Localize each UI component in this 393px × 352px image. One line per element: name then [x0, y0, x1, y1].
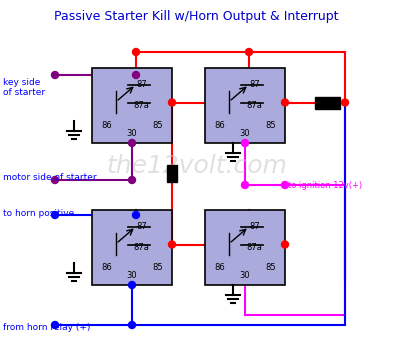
Text: key side
of starter: key side of starter: [3, 78, 45, 98]
Bar: [205, 210, 285, 285]
Text: 87a: 87a: [247, 243, 263, 252]
Text: 86: 86: [101, 263, 112, 271]
Circle shape: [129, 321, 136, 328]
Text: to horn positive: to horn positive: [3, 208, 74, 218]
Text: the12volt.com: the12volt.com: [106, 154, 287, 178]
Text: 85: 85: [265, 263, 276, 271]
Text: 85: 85: [265, 120, 276, 130]
Text: motor side of starter: motor side of starter: [3, 172, 97, 182]
Circle shape: [132, 212, 140, 219]
Text: 30: 30: [127, 271, 137, 281]
Text: 87a: 87a: [134, 101, 150, 110]
Circle shape: [51, 176, 59, 183]
Text: 86: 86: [101, 120, 112, 130]
Text: 85: 85: [152, 263, 163, 271]
Text: 86: 86: [214, 120, 225, 130]
Text: from horn relay (+): from horn relay (+): [3, 323, 90, 333]
Text: 30: 30: [127, 130, 137, 138]
Bar: [315, 96, 340, 108]
Circle shape: [169, 241, 176, 248]
Text: 87a: 87a: [134, 243, 150, 252]
Circle shape: [281, 182, 288, 189]
Bar: [92, 210, 172, 285]
Bar: [92, 68, 172, 143]
Text: 87: 87: [136, 80, 147, 89]
Text: Passive Starter Kill w/Horn Output & Interrupt: Passive Starter Kill w/Horn Output & Int…: [54, 10, 339, 23]
Text: 30: 30: [240, 271, 250, 281]
Text: 85: 85: [152, 120, 163, 130]
Text: 30: 30: [240, 130, 250, 138]
Text: to ignition 12v(+): to ignition 12v(+): [288, 181, 362, 189]
Circle shape: [281, 99, 288, 106]
Text: 87a: 87a: [247, 101, 263, 110]
Text: 86: 86: [214, 263, 225, 271]
Circle shape: [242, 182, 248, 189]
Circle shape: [242, 139, 248, 146]
Circle shape: [51, 212, 59, 219]
Circle shape: [246, 49, 252, 56]
Circle shape: [129, 139, 136, 146]
Bar: [205, 68, 285, 143]
Circle shape: [342, 99, 349, 106]
Text: 87: 87: [249, 222, 260, 231]
Circle shape: [132, 49, 140, 56]
Circle shape: [51, 321, 59, 328]
Text: 87: 87: [249, 80, 260, 89]
Bar: [167, 165, 177, 182]
Circle shape: [281, 241, 288, 248]
Circle shape: [132, 71, 140, 78]
Text: 87: 87: [136, 222, 147, 231]
Circle shape: [51, 71, 59, 78]
Circle shape: [129, 176, 136, 183]
Circle shape: [169, 99, 176, 106]
Circle shape: [129, 282, 136, 289]
